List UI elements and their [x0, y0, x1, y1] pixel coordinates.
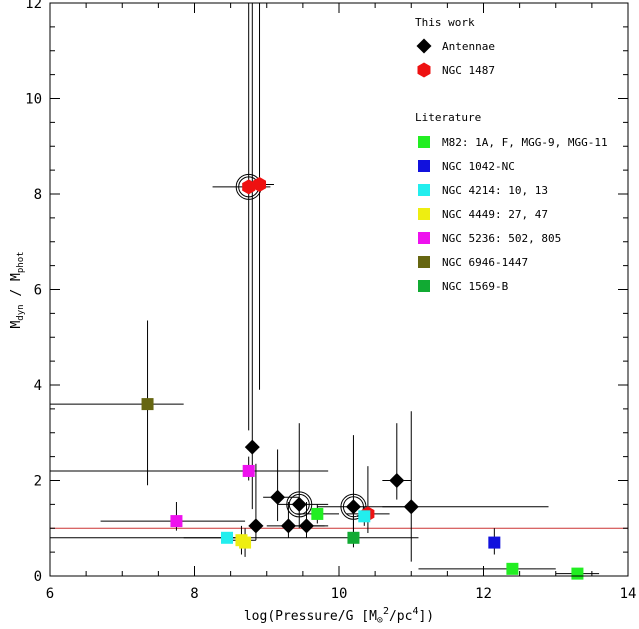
data-point [345, 499, 361, 515]
x-axis-label-exp: 4 [412, 606, 418, 617]
data-point [298, 518, 314, 534]
data-point [506, 562, 519, 575]
x-axis-label: log(Pressure/G [M⊙2/pc4]) [244, 606, 434, 626]
legend-entry-label: NGC 1569-B [442, 280, 509, 293]
tick-labels: 6 8 10 12 14 0 2 4 6 8 10 12 [25, 0, 636, 602]
y-tick-label: 12 [25, 0, 42, 12]
legend-entry-label: Antennae [442, 40, 495, 53]
data-point [358, 510, 371, 523]
legend: This work Antennae NGC 1487 Literature M82: … [415, 16, 608, 293]
data-point [311, 507, 324, 520]
y-tick-label: 10 [25, 92, 42, 108]
x-axis-label-part: ]) [418, 609, 434, 624]
data-point [571, 567, 584, 580]
y-tick-label: 0 [34, 569, 42, 585]
plot-area [50, 3, 628, 576]
legend-entry-label: NGC 4449: 27, 47 [442, 208, 548, 221]
y-axis-label-sub: dyn [16, 304, 26, 320]
x-tick-label: 14 [620, 586, 637, 602]
highlight-circle [286, 491, 313, 518]
legend-marker [418, 136, 430, 148]
axis-ticks [49, 2, 629, 577]
data-point [248, 518, 264, 534]
data-point [239, 536, 252, 549]
x-axis-label-part: log(Pressure/G [M [244, 609, 377, 624]
legend-entry-label: NGC 1042-NC [442, 160, 515, 173]
legend-marker [418, 208, 430, 220]
legend-marker [418, 232, 430, 244]
legend-section-title: This work [415, 16, 475, 29]
legend-marker [418, 184, 430, 196]
legend-marker [417, 62, 431, 78]
legend-marker [418, 160, 430, 172]
y-tick-label: 6 [34, 283, 42, 299]
data-point [141, 398, 154, 411]
x-tick-label: 10 [331, 586, 348, 602]
data-markers [141, 173, 584, 580]
legend-marker [418, 280, 430, 292]
data-point [170, 515, 183, 528]
data-point [270, 489, 286, 505]
legend-entry-label: M82: 1A, F, MGG-9, MGG-11 [442, 136, 608, 149]
highlight-circle [342, 496, 364, 518]
y-tick-label: 8 [34, 187, 42, 203]
y-axis-label: Mdyn / Mphot [9, 251, 26, 328]
data-point [242, 464, 255, 477]
data-point [244, 439, 260, 455]
data-point [403, 499, 419, 515]
data-point [488, 536, 501, 549]
x-axis-label-part: /pc [389, 609, 412, 624]
legend-entry-label: NGC 5236: 502, 805 [442, 232, 561, 245]
y-axis-label-part: M [9, 321, 24, 329]
x-tick-label: 8 [190, 586, 198, 602]
data-point [221, 531, 234, 544]
legend-marker [418, 256, 430, 268]
y-tick-label: 2 [34, 474, 42, 490]
y-tick-label: 4 [34, 378, 42, 394]
data-point [242, 179, 256, 195]
y-axis-label-sub: phot [16, 251, 26, 273]
data-point [389, 473, 405, 488]
legend-section-title: Literature [415, 111, 481, 124]
x-axis-label-exp: 2 [383, 606, 389, 617]
x-axis-label-sun-symbol: ⊙ [377, 615, 383, 626]
legend-entry-label: NGC 4214: 10, 13 [442, 184, 548, 197]
data-point [253, 176, 267, 192]
data-point [280, 518, 296, 534]
x-tick-label: 6 [46, 586, 54, 602]
data-point [347, 531, 360, 544]
highlight-circle [288, 493, 310, 515]
data-point [291, 496, 307, 512]
legend-entry-label: NGC 6946-1447 [442, 256, 528, 269]
legend-marker [416, 38, 432, 54]
y-axis-label-part: / M [9, 273, 24, 304]
highlight-circle [340, 493, 367, 520]
x-tick-label: 12 [475, 586, 492, 602]
legend-entry-label: NGC 1487 [442, 64, 495, 77]
